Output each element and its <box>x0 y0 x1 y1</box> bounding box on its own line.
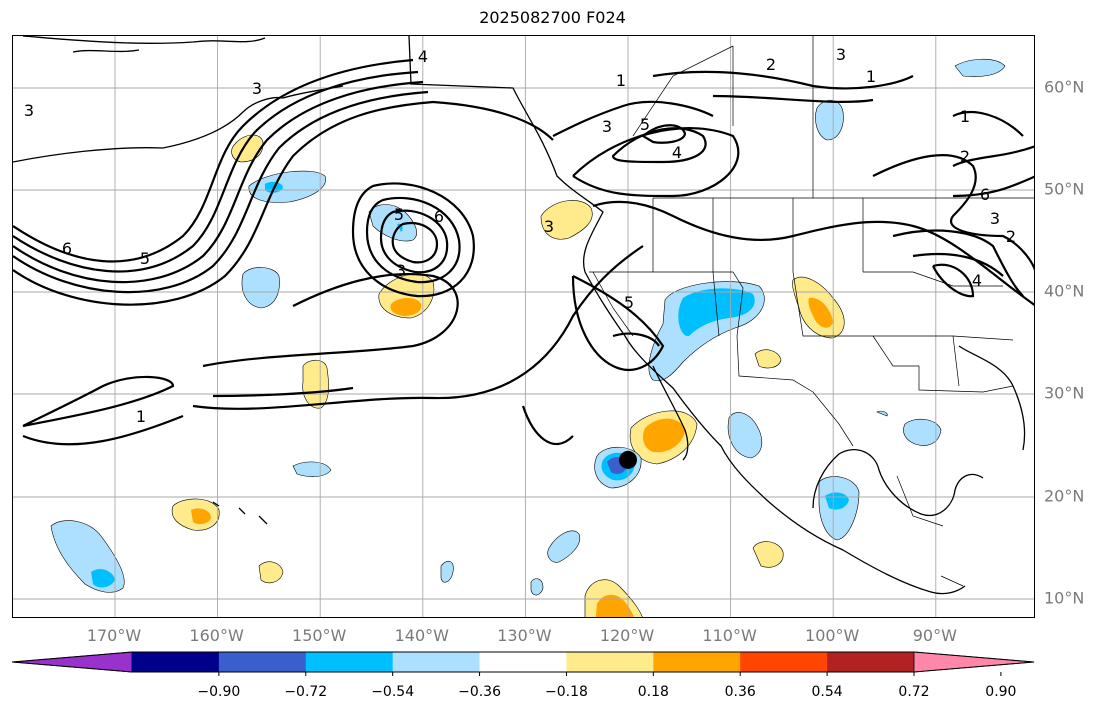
latitude-label: 40°N <box>1044 281 1085 301</box>
colorbar-segment <box>218 652 307 672</box>
longitude-label: 170°W <box>86 626 142 645</box>
contour-label: 5 <box>640 115 650 134</box>
contour-label: 6 <box>62 239 72 258</box>
shade-negative <box>954 58 1006 77</box>
shade-positive <box>540 200 593 240</box>
longitude-label: 100°W <box>805 626 860 645</box>
colorbar-tick-label: −0.90 <box>197 684 241 700</box>
contour-label: 6 <box>434 207 444 226</box>
shade-positive <box>191 508 211 525</box>
colorbar-outline <box>11 651 1035 673</box>
contour-label: 1 <box>960 107 970 126</box>
longitude-label: 90°W <box>912 626 957 645</box>
contour-label: 1 <box>866 67 876 86</box>
longitude-label: 110°W <box>702 626 757 645</box>
colorbar-segment <box>479 652 567 672</box>
shade-negative <box>91 569 115 588</box>
shade-positive <box>258 561 284 584</box>
colorbar <box>11 651 1035 676</box>
shade-positive <box>595 594 634 617</box>
contour-label: 5 <box>140 249 150 268</box>
contour-label: 2 <box>960 147 970 166</box>
longitude-label: 150°W <box>292 626 347 645</box>
colorbar-segment <box>392 652 481 672</box>
colorbar-tick-label: −0.18 <box>544 684 588 700</box>
country-state-borders <box>589 36 1034 587</box>
latitude-label: 30°N <box>1044 383 1085 403</box>
contour-label: 1 <box>136 407 146 426</box>
shade-negative <box>530 578 544 596</box>
shade-negative <box>903 418 942 446</box>
colorbar-tick-label: −0.36 <box>458 684 501 700</box>
shade-negative <box>547 530 581 563</box>
shade-positive <box>754 349 782 369</box>
contour-label: 1 <box>616 71 626 90</box>
contour-label: 3 <box>252 79 262 98</box>
colorbar-tick-label: −0.54 <box>371 684 415 700</box>
latitude-label: 60°N <box>1044 77 1085 97</box>
longitude-label: 140°W <box>394 626 449 645</box>
longitude-label: 130°W <box>497 626 552 645</box>
colorbar-segment <box>132 652 220 672</box>
shade-negative <box>241 267 280 309</box>
shade-negative <box>876 410 888 417</box>
contour-label: 3 <box>990 209 1000 228</box>
gridlines <box>13 36 1034 617</box>
colorbar-tick-label: 0.36 <box>724 684 756 700</box>
contour-label: 2 <box>1006 227 1016 246</box>
shade-positive <box>390 298 422 316</box>
latitude-label: 10°N <box>1044 588 1085 608</box>
colorbar-tick-label: −0.72 <box>284 684 328 700</box>
colorbar-segment <box>305 652 394 672</box>
colorbar-segment <box>653 652 741 672</box>
colorbar-segment <box>827 652 915 672</box>
latitude-label: 20°N <box>1044 486 1085 506</box>
colorbar-extend-high <box>913 651 1035 673</box>
shade-positive <box>302 359 329 409</box>
contour-label: 2 <box>766 55 776 74</box>
contour-label: 3 <box>602 117 612 136</box>
colorbar-tick-label: 0.90 <box>985 684 1017 700</box>
shade-negative <box>248 170 326 203</box>
latitude-label: 50°N <box>1044 179 1085 199</box>
contour-label: 5 <box>624 293 634 312</box>
shade-negative <box>727 412 763 459</box>
storm-marker <box>619 450 637 469</box>
contour-label: 3 <box>24 101 34 120</box>
shade-positive <box>643 418 685 453</box>
contour-label: 3 <box>396 261 406 280</box>
colorbar-tick-label: 0.72 <box>898 684 930 700</box>
contour-label: 3 <box>544 217 554 236</box>
colorbar-tick-label: 0.54 <box>811 684 843 700</box>
map-title: 2025082700 F024 <box>479 8 626 27</box>
contour-label: 4 <box>972 271 982 290</box>
longitude-label: 160°W <box>189 626 244 645</box>
shade-negative <box>815 99 844 141</box>
contour-label: 3 <box>836 45 846 64</box>
shade-positive <box>231 134 264 163</box>
shade-negative <box>440 560 454 583</box>
colorbar-tick-label: 0.18 <box>637 684 669 700</box>
colorbar-extend-low <box>11 651 133 673</box>
contour-label: 5 <box>394 205 404 224</box>
contour-label: 6 <box>980 185 990 204</box>
shade-positive <box>808 297 833 328</box>
longitude-label: 120°W <box>599 626 655 645</box>
shade-positive <box>752 541 784 568</box>
coastlines <box>13 36 1026 595</box>
colorbar-segment <box>740 652 828 672</box>
colorbar-segment <box>566 652 654 672</box>
height-contours <box>13 58 1034 446</box>
anomaly-shading <box>50 58 1006 617</box>
shade-negative <box>292 461 332 477</box>
contour-label: 4 <box>672 143 682 162</box>
contour-label: 4 <box>418 47 428 66</box>
